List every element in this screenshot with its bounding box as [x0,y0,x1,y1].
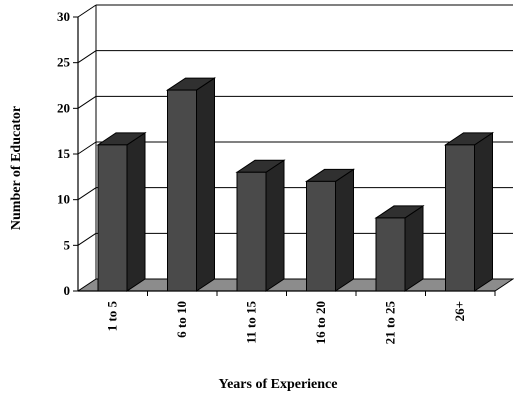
x-tick-label: 6 to 10 [174,301,189,338]
x-tick-label: 1 to 5 [105,301,120,332]
y-tick-label: 25 [57,55,71,70]
y-tick-label: 5 [64,237,71,252]
axes [73,5,496,296]
bar-side [265,159,285,292]
bars [96,77,495,292]
bar-side [474,131,493,292]
gridline-depth [77,4,97,18]
bar-side [404,204,424,292]
bar [445,144,475,292]
gridline-depth [77,50,97,64]
gridline-depth [77,141,97,155]
bar [236,171,267,292]
y-tick-label: 10 [57,192,70,207]
bar-side [196,77,215,292]
gridline-depth [77,95,97,109]
gridlines [77,4,513,246]
x-tick-label: 11 to 15 [244,301,259,344]
y-tick-label: 20 [57,100,70,115]
x-tick-label: 21 to 25 [383,301,398,345]
bar [375,217,406,292]
bar-side [126,131,146,292]
y-axis-title: Number of Educator [9,106,24,230]
x-tick-labels: 1 to 5 6 to 10 11 to 15 16 to 20 21 to 25 26+ [105,301,468,345]
x-tick-label: 26+ [452,301,467,321]
bar [97,144,128,292]
gridline-depth [77,232,97,246]
x-tick-label: 16 to 20 [313,301,328,344]
bar [167,89,197,292]
y-tick-labels: 0 5 10 15 20 25 30 [57,9,71,298]
y-tick-label: 0 [64,283,71,298]
x-axis-title: Years of Experience [219,377,338,392]
y-tick-label: 30 [57,9,70,24]
gridline-depth [77,187,97,201]
y-tick-label: 15 [57,146,71,161]
bar-side [335,168,354,292]
bar [306,180,336,292]
